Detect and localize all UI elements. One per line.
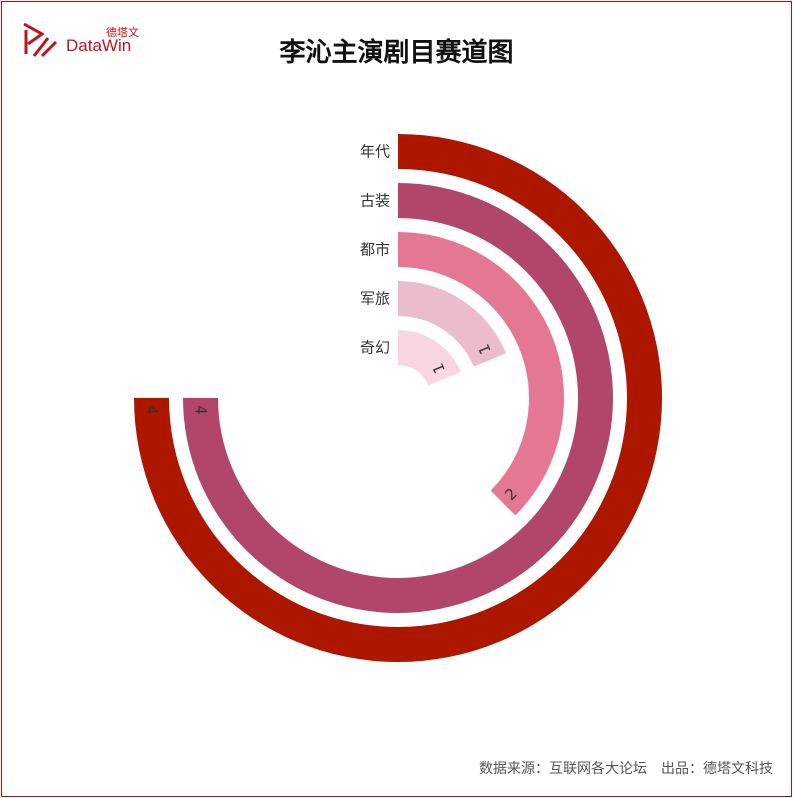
source-footer: 数据来源：互联网各大论坛 出品：德塔文科技 bbox=[479, 761, 773, 777]
bar-都市 bbox=[398, 232, 564, 516]
bar-军旅 bbox=[398, 281, 507, 367]
value-label: 4 bbox=[192, 405, 210, 415]
logo-en: DataWin bbox=[66, 36, 132, 55]
category-label: 年代 bbox=[360, 143, 390, 161]
bar-奇幻 bbox=[398, 330, 461, 386]
category-label: 军旅 bbox=[360, 290, 390, 308]
value-label: 4 bbox=[143, 405, 161, 415]
category-label: 奇幻 bbox=[360, 339, 390, 357]
datawin-logo-icon bbox=[23, 22, 58, 58]
category-label: 古装 bbox=[360, 192, 390, 210]
logo-cn: 德塔文 bbox=[106, 26, 139, 39]
category-label: 都市 bbox=[360, 241, 390, 259]
chart-title: 李沁主演剧目赛道图 bbox=[279, 38, 514, 68]
